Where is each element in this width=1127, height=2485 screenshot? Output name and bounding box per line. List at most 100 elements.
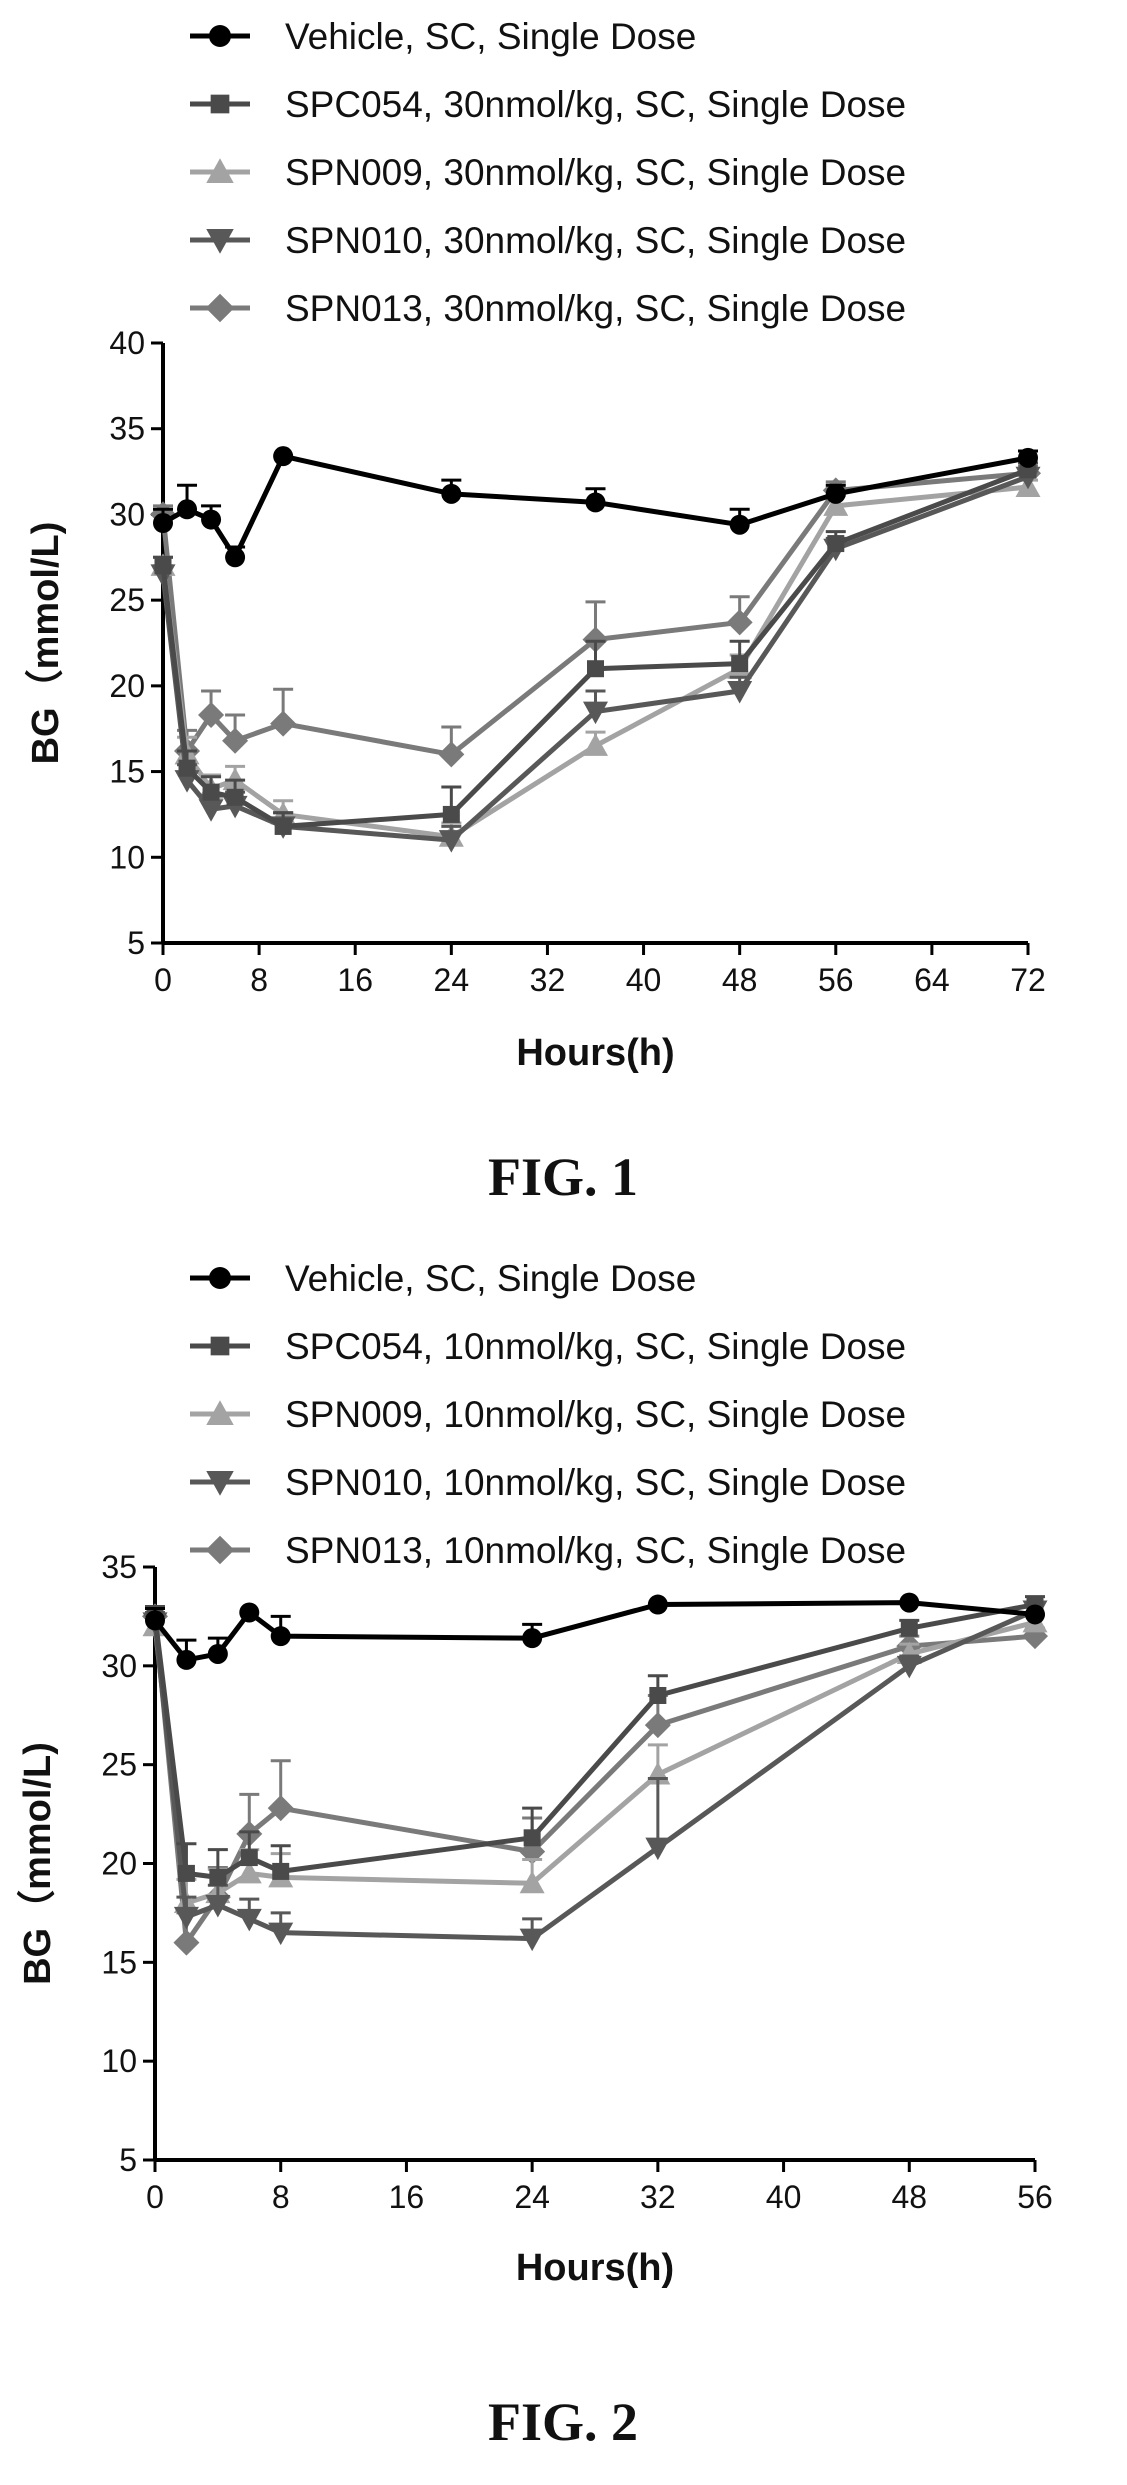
x-tick-label: 64 <box>914 962 950 998</box>
legend-entry: SPN013, 10nmol/kg, SC, Single Dose <box>190 1530 906 1571</box>
y-tick-label: 30 <box>109 496 145 532</box>
series-1 <box>153 461 1038 835</box>
legend-label: SPN010, 30nmol/kg, SC, Single Dose <box>285 220 906 261</box>
legend-label: Vehicle, SC, Single Dose <box>285 1258 696 1299</box>
legend-entry: SPN013, 30nmol/kg, SC, Single Dose <box>190 288 906 329</box>
chart-2: Vehicle, SC, Single Dose SPC054, 10nmol/k… <box>17 1258 1053 2452</box>
data-point <box>274 817 292 835</box>
data-point <box>647 1594 668 1615</box>
legend-entry: SPN009, 10nmol/kg, SC, Single Dose <box>190 1394 906 1435</box>
legend-entry: SPN009, 30nmol/kg, SC, Single Dose <box>190 152 906 193</box>
legend-label: SPC054, 30nmol/kg, SC, Single Dose <box>285 84 906 125</box>
x-tick-label: 8 <box>272 2179 290 2215</box>
y-tick-label: 10 <box>109 839 145 875</box>
data-point <box>273 446 294 467</box>
y-axis-title: BG（mmol/L) <box>17 1742 59 1985</box>
data-point <box>176 1649 197 1670</box>
legend-label: SPN009, 30nmol/kg, SC, Single Dose <box>285 152 906 193</box>
data-point <box>272 1862 290 1880</box>
x-tick-label: 0 <box>154 962 172 998</box>
legend-entry: SPN010, 10nmol/kg, SC, Single Dose <box>190 1462 906 1503</box>
data-point <box>519 1928 545 1952</box>
data-point <box>178 759 196 777</box>
y-tick-label: 5 <box>127 925 145 961</box>
legend-entry: Vehicle, SC, Single Dose <box>190 1258 696 1299</box>
series-line <box>160 484 1029 840</box>
series-line <box>160 470 1029 757</box>
x-tick-label: 8 <box>250 962 268 998</box>
legend-entry: SPC054, 10nmol/kg, SC, Single Dose <box>190 1326 906 1367</box>
legend-label: SPN009, 10nmol/kg, SC, Single Dose <box>285 1394 906 1435</box>
data-point <box>270 710 297 737</box>
data-point <box>268 1922 294 1946</box>
data-point <box>900 1619 918 1637</box>
series-0 <box>145 1592 1045 1670</box>
x-axis-title: Hours(h) <box>516 1032 674 1074</box>
data-point <box>239 1602 260 1623</box>
data-point <box>582 626 609 653</box>
data-point <box>270 1626 291 1647</box>
data-point <box>198 702 225 728</box>
data-point <box>225 547 246 568</box>
x-axis-title: Hours(h) <box>516 2247 674 2289</box>
data-point <box>1018 447 1038 468</box>
data-point <box>896 1655 922 1679</box>
data-point <box>441 483 462 504</box>
y-tick-label: 30 <box>101 1648 137 1684</box>
x-tick-label: 32 <box>530 962 566 998</box>
x-tick-label: 56 <box>1017 2179 1053 2215</box>
y-tick-label: 35 <box>101 1549 137 1585</box>
x-tick-label: 48 <box>891 2179 927 2215</box>
data-point <box>198 799 224 822</box>
data-point <box>226 788 244 806</box>
x-tick-label: 48 <box>722 962 758 998</box>
legend-marker <box>209 25 231 47</box>
data-point <box>202 783 220 801</box>
figure-caption: FIG. 2 <box>488 2392 638 2452</box>
data-point <box>267 1795 294 1822</box>
legend-entry: Vehicle, SC, Single Dose <box>190 16 696 57</box>
data-point <box>1025 1604 1045 1625</box>
y-tick-label: 10 <box>101 2043 137 2079</box>
data-point <box>523 1829 541 1847</box>
data-point <box>145 1610 165 1631</box>
legend-marker <box>206 158 234 183</box>
x-tick-label: 56 <box>818 962 854 998</box>
legend-marker <box>210 1336 230 1356</box>
series-line <box>160 467 1029 829</box>
data-point <box>177 499 198 520</box>
legend-entry: SPC054, 30nmol/kg, SC, Single Dose <box>190 84 906 125</box>
legend-marker <box>206 229 234 254</box>
data-point <box>726 609 753 636</box>
series-1 <box>145 1595 1045 1886</box>
data-point <box>585 492 606 513</box>
data-point <box>823 493 849 516</box>
figure-caption: FIG. 1 <box>488 1147 638 1207</box>
x-tick-label: 40 <box>766 2179 802 2215</box>
y-tick-label: 20 <box>101 1846 137 1882</box>
data-point <box>173 1906 199 1930</box>
data-point <box>438 830 464 853</box>
data-point <box>519 1870 545 1894</box>
x-tick-label: 24 <box>514 2179 550 2215</box>
x-tick-label: 40 <box>626 962 662 998</box>
data-point <box>825 483 846 504</box>
legend-label: SPN010, 10nmol/kg, SC, Single Dose <box>285 1462 906 1503</box>
x-tick-label: 0 <box>146 2179 164 2215</box>
series-line <box>161 453 1029 560</box>
data-point <box>442 805 460 823</box>
legend-label: SPN013, 10nmol/kg, SC, Single Dose <box>285 1530 906 1571</box>
data-point <box>731 655 749 673</box>
data-point <box>173 1929 200 1956</box>
x-tick-label: 72 <box>1010 962 1046 998</box>
series-0 <box>153 446 1038 568</box>
data-point <box>154 557 172 575</box>
data-point <box>727 681 753 704</box>
data-point <box>207 1643 228 1664</box>
data-point <box>236 1908 262 1932</box>
y-tick-label: 35 <box>109 411 145 447</box>
data-point <box>236 1860 262 1884</box>
legend-marker <box>206 1400 234 1425</box>
y-tick-label: 5 <box>119 2142 137 2178</box>
data-point <box>645 1837 671 1861</box>
